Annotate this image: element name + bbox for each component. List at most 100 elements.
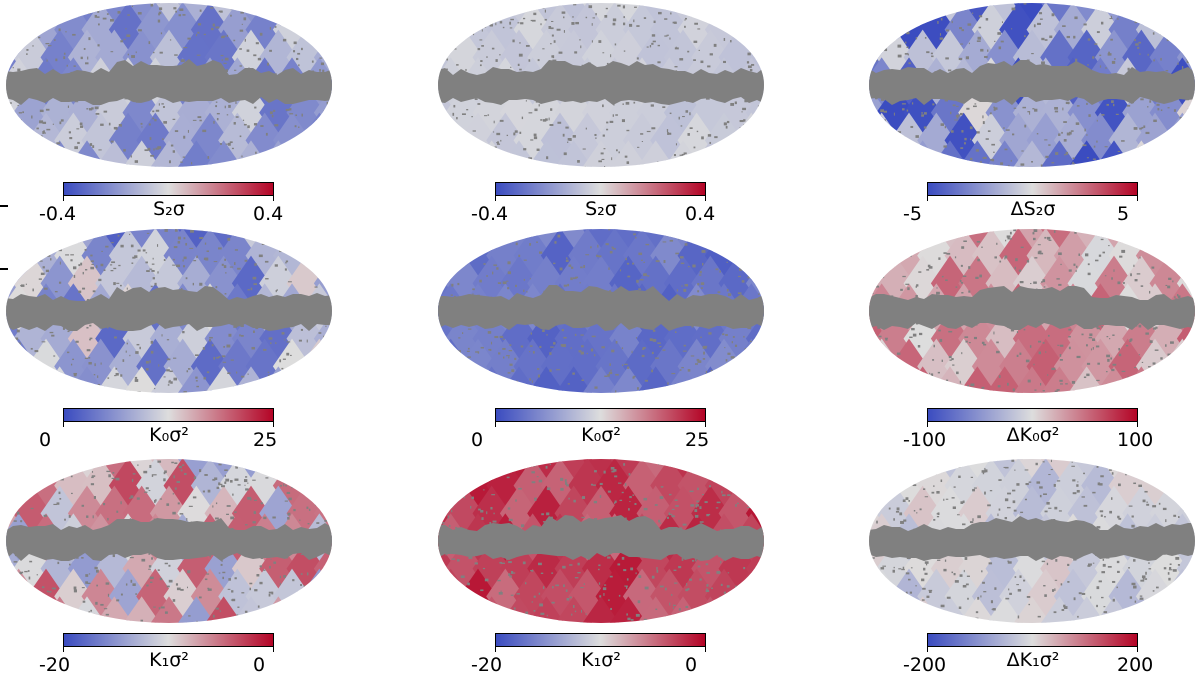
sky-patch (67, 255, 107, 311)
mask-speckle (78, 264, 81, 267)
mask-speckle (468, 556, 473, 559)
mask-speckle (1075, 122, 1080, 125)
mask-speckle (285, 20, 289, 23)
mask-speckle (322, 69, 325, 73)
mask-speckle (285, 166, 288, 167)
mask-speckle (684, 19, 686, 21)
colorbar-min-label: -100 (903, 429, 947, 451)
mask-speckle (500, 590, 502, 592)
mask-speckle (961, 29, 965, 32)
mask-speckle (1034, 393, 1036, 394)
mask-speckle (567, 283, 570, 287)
mask-speckle (566, 484, 569, 487)
mask-speckle (510, 384, 513, 386)
mask-speckle (735, 585, 739, 589)
mask-speckle (276, 385, 279, 389)
mask-speckle (598, 160, 603, 163)
mask-speckle (989, 112, 992, 115)
mask-speckle (215, 502, 218, 505)
mask-speckle (713, 43, 717, 47)
mask-speckle (222, 361, 227, 363)
mask-speckle (93, 496, 97, 499)
mask-speckle (499, 119, 504, 122)
mask-speckle (500, 8, 502, 12)
mask-speckle (967, 597, 969, 600)
mask-speckle (939, 33, 942, 36)
mask-speckle (897, 54, 902, 58)
mask-speckle (593, 354, 596, 357)
mask-speckle (888, 134, 892, 137)
mask-speckle (1096, 466, 1099, 468)
mask-speckle (274, 264, 278, 267)
mask-speckle (459, 18, 463, 22)
mask-speckle (1016, 483, 1020, 486)
mask-speckle (166, 358, 171, 361)
mask-speckle (751, 63, 755, 66)
mask-speckle (306, 506, 309, 509)
colorbar (927, 182, 1138, 196)
mask-speckle (916, 512, 918, 514)
mask-speckle (689, 610, 692, 614)
mask-speckle (469, 11, 473, 15)
mask-speckle (464, 139, 466, 141)
mask-speckle (239, 48, 242, 50)
mask-speckle (1162, 150, 1166, 153)
mask-speckle (456, 247, 460, 250)
mask-speckle (502, 281, 507, 285)
mask-speckle (1082, 144, 1087, 147)
mask-speckle (674, 66, 678, 68)
mask-speckle (42, 266, 45, 269)
mask-speckle (544, 9, 546, 13)
mask-speckle (734, 344, 738, 347)
mask-speckle (254, 459, 256, 463)
mask-speckle (1010, 166, 1013, 167)
mask-speckle (598, 40, 602, 43)
mask-speckle (925, 563, 928, 566)
mask-speckle (1126, 105, 1131, 107)
mask-speckle (264, 260, 269, 263)
mask-speckle (965, 340, 968, 343)
mask-speckle (157, 460, 162, 463)
mask-speckle (1000, 40, 1004, 43)
mask-speckle (675, 252, 679, 255)
mask-speckle (152, 257, 154, 260)
mask-speckle (251, 615, 255, 618)
mask-speckle (1046, 501, 1050, 505)
mask-speckle (39, 120, 44, 124)
mask-speckle (184, 472, 187, 476)
mask-speckle (1100, 238, 1104, 241)
mask-speckle (94, 106, 99, 110)
mask-speckle (441, 23, 444, 26)
mask-speckle (67, 330, 70, 333)
mask-speckle (745, 22, 750, 26)
mask-speckle (308, 508, 311, 511)
mask-speckle (486, 473, 491, 477)
mask-speckle (976, 131, 980, 134)
mask-speckle (471, 496, 474, 500)
mask-speckle (1095, 345, 1100, 348)
mask-speckle (260, 557, 264, 559)
mask-speckle (253, 499, 257, 501)
mask-speckle (723, 122, 727, 126)
mask-speckle (282, 38, 287, 42)
mask-speckle (621, 556, 625, 560)
edge-tick-mark (0, 205, 8, 207)
mask-speckle (1024, 469, 1029, 471)
mask-speckle (80, 56, 83, 60)
mask-speckle (10, 142, 14, 144)
mask-speckle (131, 5, 134, 7)
mask-speckle (493, 120, 495, 124)
mask-speckle (1173, 590, 1177, 594)
mask-speckle (690, 355, 695, 357)
mask-speckle (963, 569, 965, 573)
mask-speckle (1092, 491, 1096, 494)
mask-speckle (117, 234, 120, 237)
mask-speckle (271, 114, 274, 118)
mask-speckle (111, 261, 116, 264)
mask-speckle (235, 371, 238, 374)
mask-speckle (480, 346, 484, 349)
mask-speckle (689, 112, 691, 116)
mask-speckle (20, 520, 23, 523)
mask-speckle (747, 52, 751, 56)
mask-speckle (1189, 467, 1193, 471)
